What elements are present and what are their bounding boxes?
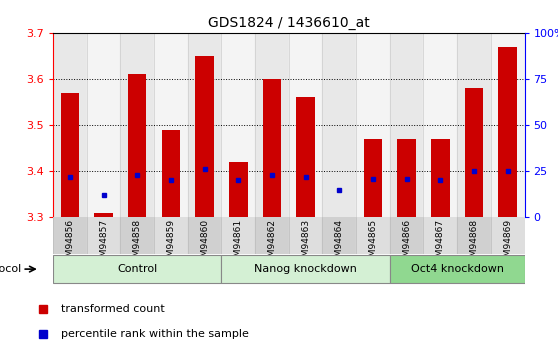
Bar [53, 217, 86, 254]
Bar [255, 217, 289, 254]
Bar [195, 56, 214, 217]
Bar [390, 33, 424, 217]
Text: GSM94860: GSM94860 [200, 219, 209, 268]
Text: Control: Control [117, 264, 157, 274]
Text: Nanog knockdown: Nanog knockdown [254, 264, 357, 274]
Bar [229, 162, 248, 217]
FancyBboxPatch shape [53, 255, 222, 283]
Bar [289, 33, 323, 217]
Bar [323, 217, 356, 254]
Bar [364, 139, 382, 217]
Text: GSM94857: GSM94857 [99, 219, 108, 268]
Text: GSM94862: GSM94862 [267, 219, 276, 268]
Bar [356, 33, 390, 217]
Bar [424, 217, 457, 254]
Bar [53, 33, 86, 217]
Bar [128, 74, 146, 217]
Bar [397, 139, 416, 217]
Bar [121, 33, 154, 217]
FancyBboxPatch shape [390, 255, 525, 283]
Text: protocol: protocol [0, 264, 21, 274]
Text: GSM94859: GSM94859 [166, 219, 175, 268]
Bar [498, 47, 517, 217]
Bar [94, 213, 113, 217]
Bar [431, 139, 450, 217]
Bar [263, 79, 281, 217]
Bar [222, 33, 255, 217]
Text: Oct4 knockdown: Oct4 knockdown [411, 264, 504, 274]
Bar [154, 217, 187, 254]
Text: transformed count: transformed count [61, 304, 164, 314]
Text: GSM94861: GSM94861 [234, 219, 243, 268]
Bar [424, 33, 457, 217]
Bar [61, 93, 79, 217]
Text: GSM94863: GSM94863 [301, 219, 310, 268]
Bar [465, 88, 483, 217]
Bar [187, 217, 222, 254]
Bar [154, 33, 187, 217]
Bar [162, 130, 180, 217]
Bar [289, 217, 323, 254]
Text: GSM94864: GSM94864 [335, 219, 344, 268]
Text: GSM94869: GSM94869 [503, 219, 512, 268]
Bar [86, 217, 121, 254]
Text: GSM94865: GSM94865 [368, 219, 377, 268]
Bar [86, 33, 121, 217]
Bar [491, 217, 525, 254]
Bar [121, 217, 154, 254]
Bar [356, 217, 390, 254]
Text: GSM94866: GSM94866 [402, 219, 411, 268]
Text: percentile rank within the sample: percentile rank within the sample [61, 329, 248, 339]
Bar [457, 33, 491, 217]
Bar [390, 217, 424, 254]
FancyBboxPatch shape [222, 255, 390, 283]
Text: GSM94856: GSM94856 [65, 219, 74, 268]
Title: GDS1824 / 1436610_at: GDS1824 / 1436610_at [208, 16, 369, 30]
Bar [457, 217, 491, 254]
Bar [187, 33, 222, 217]
Text: GSM94867: GSM94867 [436, 219, 445, 268]
Bar [255, 33, 289, 217]
Bar [491, 33, 525, 217]
Text: GSM94858: GSM94858 [133, 219, 142, 268]
Bar [323, 33, 356, 217]
Text: GSM94868: GSM94868 [469, 219, 479, 268]
Bar [222, 217, 255, 254]
Bar [296, 97, 315, 217]
